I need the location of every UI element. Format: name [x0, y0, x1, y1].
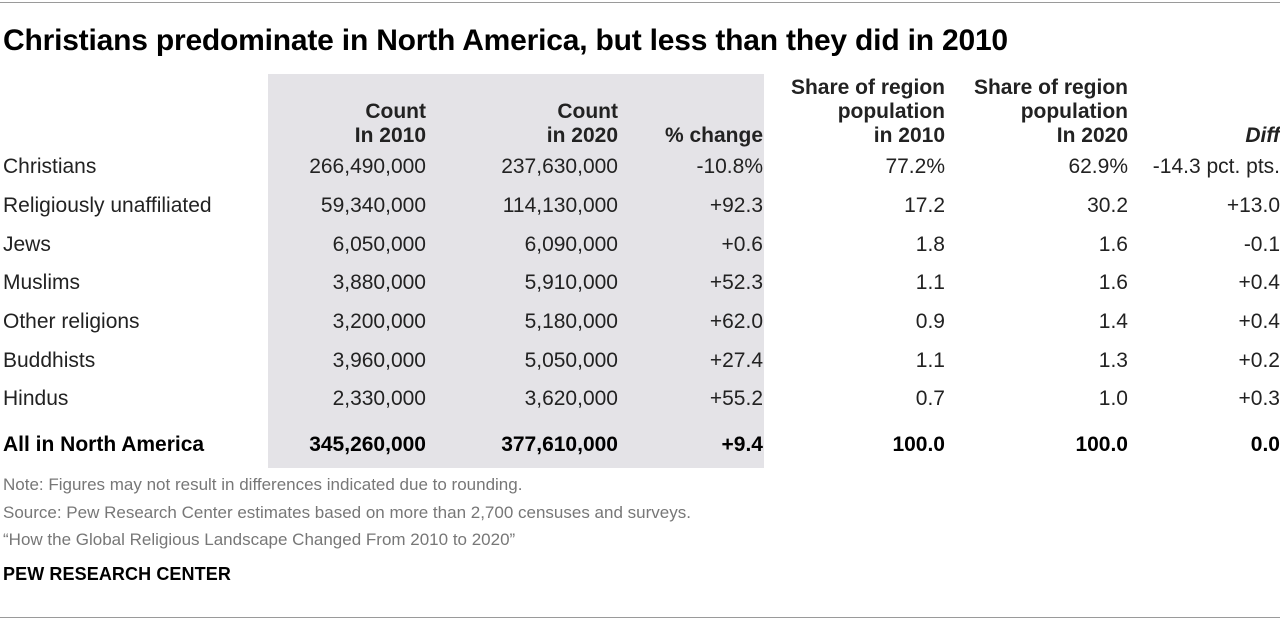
table-row: Buddhists 3,960,000 5,050,000 +27.4 1.1 1.3 +0…	[0, 341, 1280, 380]
cell-count-2010: 59,340,000	[320, 194, 426, 218]
cell-count-2010: 6,050,000	[332, 232, 426, 256]
cell-diff: -0.1	[1243, 232, 1280, 256]
header-share-2020: Share of region population In 2020	[973, 76, 1128, 147]
cell-label: Christians	[3, 155, 97, 179]
header-row: Count In 2010 Count in 2020 % change Sha…	[0, 74, 1280, 148]
cell-share-2010: 0.7	[915, 387, 945, 411]
cell-count-2020: 5,910,000	[524, 271, 618, 295]
table-row-total: All in North America 345,260,000 377,610…	[0, 419, 1280, 472]
header-share-2010: Share of region population in 2010	[790, 76, 945, 147]
cell-label: Jews	[3, 232, 51, 256]
header-count-2020: Count in 2020	[546, 100, 618, 147]
header-count-2010: Count In 2010	[354, 100, 426, 147]
cell-share-2020: 1.6	[1098, 271, 1128, 295]
cell-label: Muslims	[3, 271, 80, 295]
table-row: Hindus 2,330,000 3,620,000 +55.2 0.7 1.0 +0.3	[0, 380, 1280, 419]
table-row: Jews 6,050,000 6,090,000 +0.6 1.8 1.6 -0.1	[0, 225, 1280, 264]
count-columns-highlight	[268, 74, 764, 468]
cell-share-2010: 100.0	[892, 433, 945, 457]
chart-notes: Note: Figures may not result in differen…	[3, 471, 691, 554]
cell-count-2010: 3,200,000	[332, 310, 426, 334]
cell-diff: +0.2	[1238, 348, 1280, 372]
cell-pct-change: +52.3	[709, 271, 763, 295]
cell-label: All in North America	[3, 433, 205, 457]
cell-share-2010: 17.2	[904, 194, 945, 218]
cell-count-2010: 345,260,000	[309, 433, 426, 457]
cell-count-2010: 266,490,000	[309, 155, 426, 179]
cell-share-2020: 100.0	[1075, 433, 1128, 457]
cell-count-2010: 2,330,000	[332, 387, 426, 411]
bottom-rule	[0, 617, 1280, 618]
report-text: “How the Global Religious Landscape Chan…	[3, 530, 516, 549]
header-diff: Diff	[1245, 124, 1280, 147]
cell-share-2020: 1.3	[1098, 348, 1128, 372]
cell-share-2020: 1.0	[1098, 387, 1128, 411]
cell-pct-change: +62.0	[709, 310, 763, 334]
chart-title: Christians predominate in North America,…	[3, 24, 1008, 57]
header-pct-change: % change	[664, 124, 763, 147]
cell-count-2020: 377,610,000	[501, 433, 618, 457]
cell-share-2020: 30.2	[1087, 194, 1128, 218]
cell-pct-change: +92.3	[709, 194, 763, 218]
cell-pct-change: +55.2	[709, 387, 763, 411]
cell-diff: +0.4	[1238, 271, 1280, 295]
cell-count-2020: 3,620,000	[524, 387, 618, 411]
cell-diff: +0.4	[1238, 310, 1280, 334]
cell-label: Religiously unaffiliated	[3, 194, 212, 218]
cell-share-2010: 1.1	[915, 348, 945, 372]
cell-count-2020: 5,180,000	[524, 310, 618, 334]
cell-share-2020: 1.6	[1098, 232, 1128, 256]
cell-diff: +13.0	[1226, 194, 1280, 218]
cell-pct-change: +0.6	[721, 232, 763, 256]
cell-count-2020: 114,130,000	[502, 194, 618, 218]
cell-pct-change: +27.4	[709, 348, 763, 372]
source-text: Source: Pew Research Center estimates ba…	[3, 502, 691, 522]
cell-pct-change: +9.4	[721, 433, 763, 457]
cell-label: Other religions	[3, 310, 140, 334]
cell-count-2010: 3,960,000	[332, 348, 426, 372]
table-row: Muslims 3,880,000 5,910,000 +52.3 1.1 1.6 +0.4	[0, 264, 1280, 303]
cell-share-2020: 1.4	[1098, 310, 1128, 334]
cell-diff: -14.3 pct. pts.	[1152, 155, 1280, 179]
table-row: Christians 266,490,000 237,630,000 -10.8% 77…	[0, 148, 1280, 187]
cell-diff: +0.3	[1238, 387, 1280, 411]
cell-diff: 0.0	[1250, 433, 1280, 457]
cell-count-2020: 5,050,000	[524, 348, 618, 372]
header-label	[0, 74, 268, 148]
cell-share-2010: 77.2%	[885, 155, 945, 179]
table-row: Other religions 3,200,000 5,180,000 +62.0 0.…	[0, 303, 1280, 342]
cell-share-2010: 1.1	[915, 271, 945, 295]
cell-count-2020: 237,630,000	[501, 155, 618, 179]
cell-pct-change: -10.8%	[696, 155, 763, 179]
table-row: Religiously unaffiliated 59,340,000 114,13…	[0, 187, 1280, 226]
cell-label: Hindus	[3, 387, 69, 411]
cell-share-2020: 62.9%	[1068, 155, 1128, 179]
data-table: Count In 2010 Count in 2020 % change Sha…	[0, 74, 1280, 472]
cell-share-2010: 0.9	[915, 310, 945, 334]
brand-logo-text: PEW RESEARCH CENTER	[3, 564, 231, 584]
cell-count-2010: 3,880,000	[332, 271, 426, 295]
note-text: Note: Figures may not result in differen…	[3, 475, 523, 494]
cell-share-2010: 1.8	[915, 232, 945, 256]
cell-label: Buddhists	[3, 348, 96, 372]
top-rule	[0, 2, 1280, 3]
cell-count-2020: 6,090,000	[524, 232, 618, 256]
